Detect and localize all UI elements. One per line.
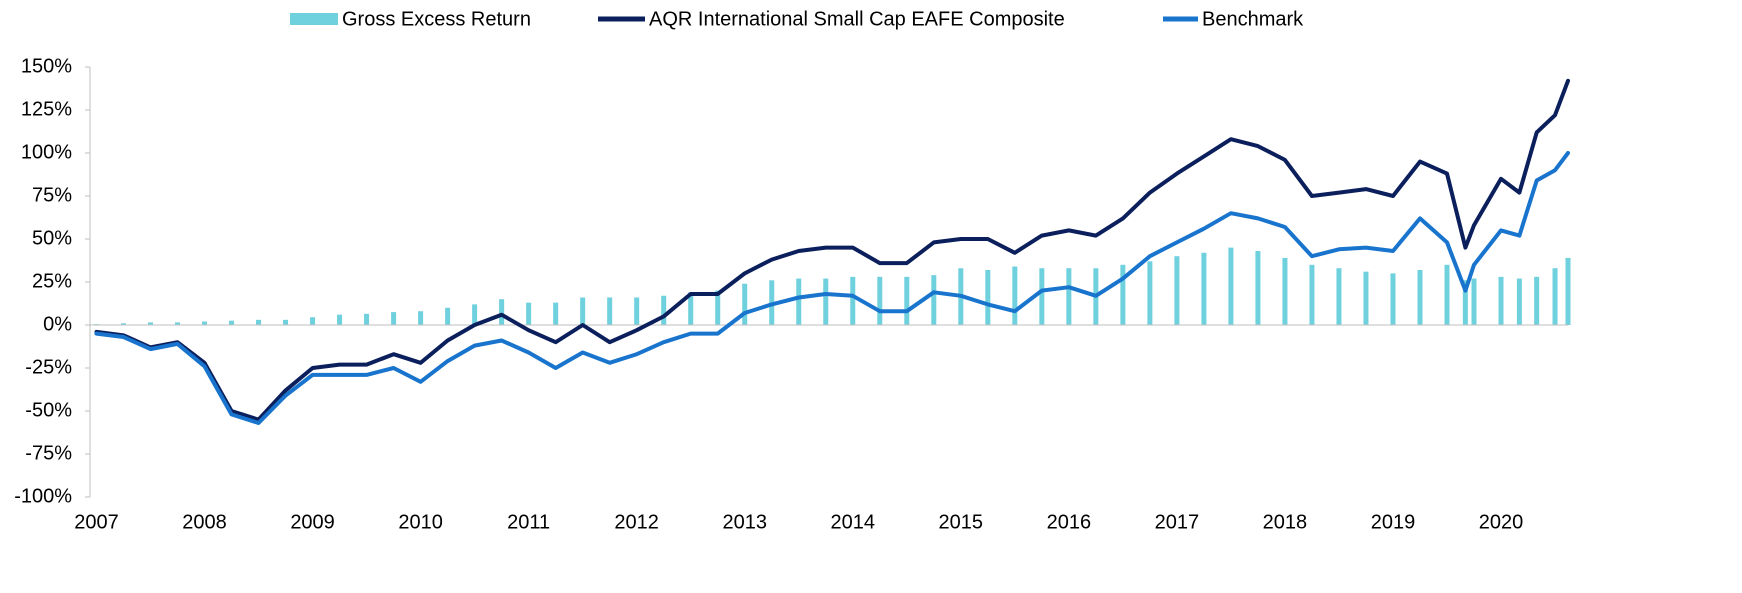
bar [202, 321, 208, 325]
bar [499, 299, 505, 325]
y-tick-label: 75% [32, 184, 72, 206]
y-tick-label: 50% [32, 227, 72, 249]
bar [985, 269, 991, 325]
bar [1255, 251, 1261, 325]
bar [120, 323, 126, 325]
x-tick-label: 2018 [1263, 511, 1308, 533]
bar [580, 297, 586, 325]
y-tick-label: -75% [25, 442, 72, 464]
line [94, 78, 1570, 422]
bar [526, 302, 532, 325]
x-tick-label: 2013 [722, 511, 767, 533]
bar [931, 275, 937, 325]
y-tick-label: 150% [21, 55, 72, 77]
y-tick-label: 25% [32, 270, 72, 292]
bar [1012, 266, 1018, 325]
x-tick-label: 2011 [507, 511, 550, 533]
legend-label: Benchmark [1202, 8, 1304, 30]
bar [148, 322, 154, 325]
legend-swatch [290, 13, 338, 25]
bar [256, 319, 262, 325]
x-tick-label: 2007 [74, 511, 119, 533]
bar [1516, 278, 1522, 325]
bar [850, 276, 856, 325]
bar [445, 307, 451, 325]
x-tick-label: 2009 [290, 511, 335, 533]
y-tick-label: -50% [25, 399, 72, 421]
bar [877, 276, 883, 325]
bar [1444, 264, 1450, 325]
x-tick-label: 2015 [939, 511, 984, 533]
bar [1552, 268, 1558, 325]
bar [391, 312, 397, 325]
bar [742, 283, 748, 325]
bar [688, 292, 694, 325]
bar [1174, 256, 1180, 325]
x-tick-label: 2020 [1479, 511, 1524, 533]
x-tick-label: 2017 [1155, 511, 1200, 533]
bar [553, 302, 559, 325]
y-tick-label: 0% [43, 313, 72, 335]
bar [1228, 247, 1234, 325]
x-tick-label: 2016 [1047, 511, 1092, 533]
bar [1471, 278, 1477, 325]
bar [1363, 271, 1369, 325]
bar [1336, 268, 1342, 325]
bar [175, 322, 181, 325]
x-tick-label: 2019 [1371, 511, 1416, 533]
bar [283, 319, 289, 325]
bar [472, 304, 478, 325]
bar [337, 314, 343, 325]
line [94, 151, 1570, 425]
bar [1201, 252, 1207, 325]
bar [715, 290, 721, 325]
bar [823, 278, 829, 325]
bar [1534, 276, 1540, 325]
x-tick-label: 2008 [182, 511, 227, 533]
bar [1120, 264, 1126, 325]
legend-label: Gross Excess Return [342, 8, 531, 30]
bar [229, 320, 235, 325]
y-tick-label: -100% [14, 485, 72, 507]
bar [418, 311, 424, 325]
x-tick-label: 2010 [398, 511, 443, 533]
bar [1390, 273, 1396, 325]
bar [796, 278, 802, 325]
bar [1565, 257, 1571, 325]
y-tick-label: 125% [21, 98, 72, 120]
bar [1066, 268, 1072, 325]
bar [661, 295, 667, 325]
bar [1147, 261, 1153, 325]
bar [1039, 268, 1045, 325]
bar [1282, 257, 1288, 325]
y-tick-label: -25% [25, 356, 72, 378]
legend-label: AQR International Small Cap EAFE Composi… [649, 8, 1065, 30]
y-tick-label: 100% [21, 141, 72, 163]
x-tick-label: 2012 [614, 511, 659, 533]
bar [904, 276, 910, 325]
bar [1417, 269, 1423, 325]
bar [1309, 264, 1315, 325]
bar [607, 297, 613, 325]
bar [1498, 276, 1504, 325]
bar [310, 317, 316, 325]
bar [364, 313, 370, 325]
x-tick-label: 2014 [831, 511, 876, 533]
bar [1462, 280, 1468, 325]
bar [634, 297, 640, 325]
